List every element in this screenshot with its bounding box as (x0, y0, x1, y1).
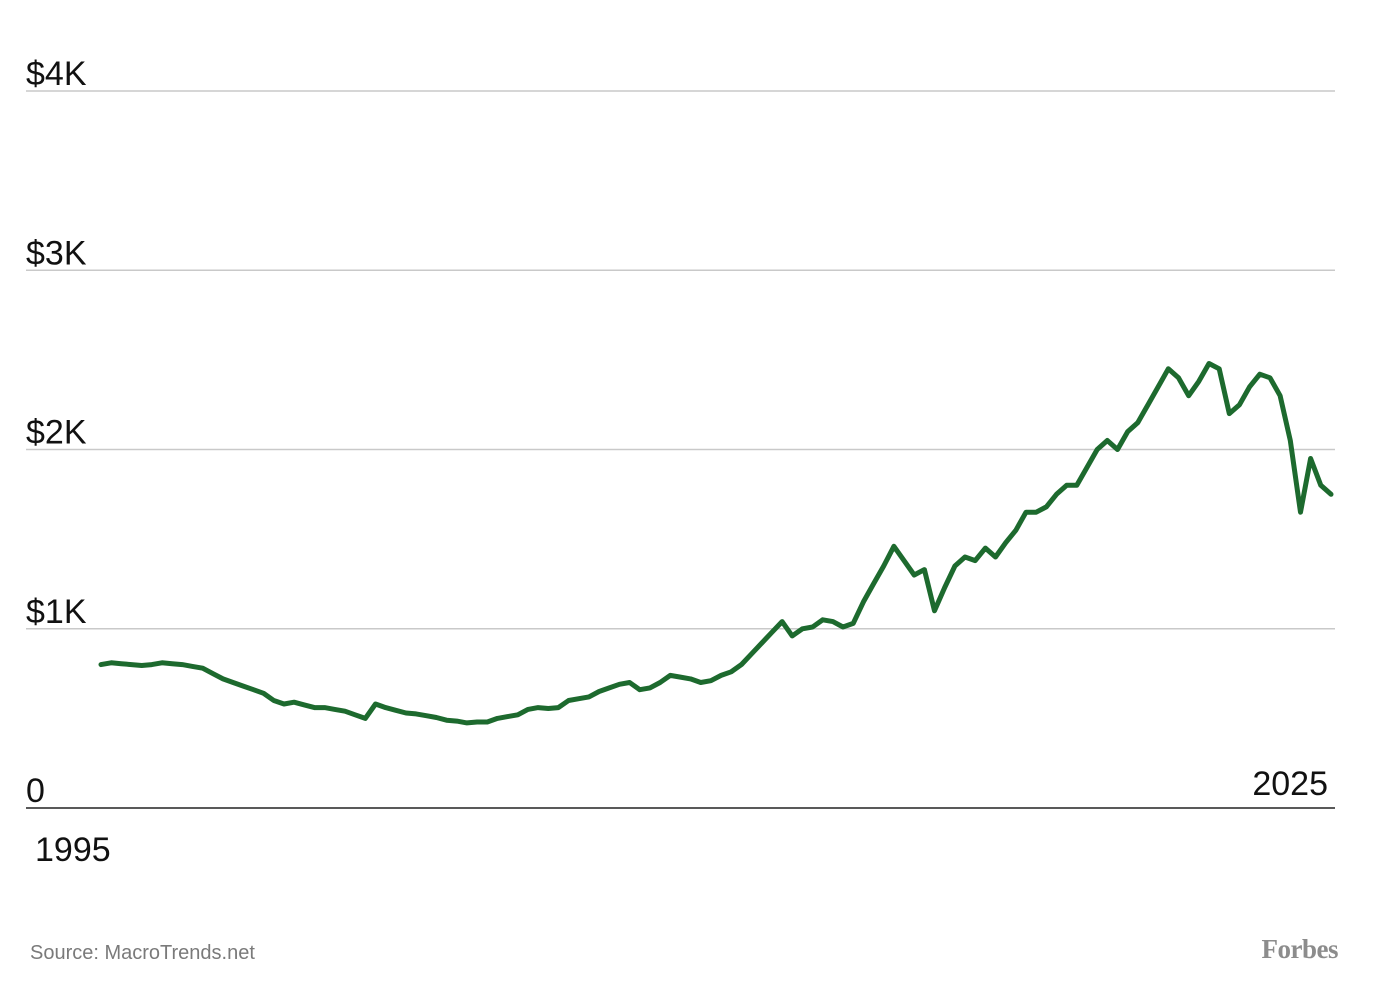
gridlines (26, 90, 1335, 630)
y-tick-label: $4K (26, 55, 87, 93)
y-tick-label: $3K (26, 234, 87, 272)
y-tick-label: $1K (26, 593, 87, 631)
x-tick-label: 1995 (35, 831, 111, 869)
forbes-logo: Forbes (1261, 934, 1339, 964)
y-axis-tick-labels: 0 $1K $2K $3K $4K (26, 55, 87, 810)
source-note: Source: MacroTrends.net (30, 942, 255, 964)
price-series (98, 361, 1334, 726)
x-axis-tick-labels: 1995 2025 (35, 765, 1328, 869)
series-line-0 (98, 361, 1334, 726)
y-tick-label: 0 (26, 772, 45, 810)
x-tick-label: 2025 (1252, 765, 1328, 803)
y-tick-label: $2K (26, 414, 87, 452)
